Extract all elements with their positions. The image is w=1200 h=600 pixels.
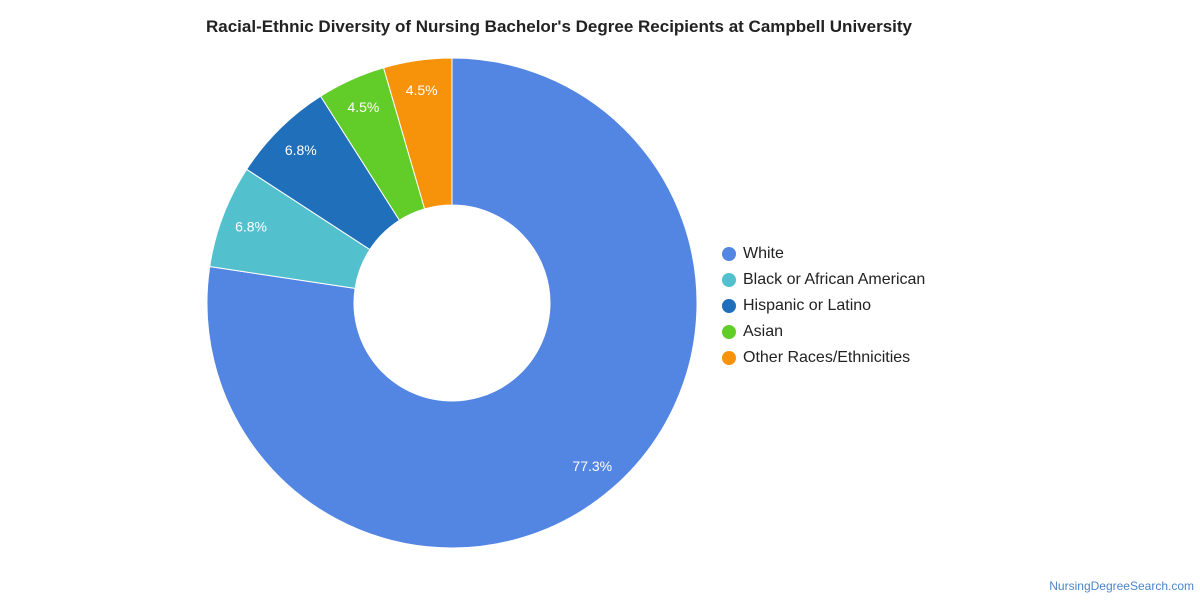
legend-swatch: [722, 273, 736, 287]
legend-label: Other Races/Ethnicities: [743, 349, 911, 366]
legend-swatch: [722, 351, 736, 365]
legend-swatch: [722, 299, 736, 313]
slice-label: 6.8%: [285, 142, 317, 158]
legend-item[interactable]: Black or African American: [722, 267, 925, 293]
slice-label: 77.3%: [572, 458, 612, 474]
legend-item[interactable]: Asian: [722, 319, 925, 345]
legend-item[interactable]: Hispanic or Latino: [722, 293, 925, 319]
legend-label: White: [743, 245, 784, 262]
legend-label: Asian: [743, 323, 784, 340]
legend-swatch: [722, 325, 736, 339]
slice-other-races-ethnicities[interactable]: [382, 57, 453, 210]
slice-label: 4.5%: [406, 82, 438, 98]
legend-label: Hispanic or Latino: [743, 297, 872, 314]
source-credit[interactable]: NursingDegreeSearch.com: [1049, 579, 1194, 593]
legend-swatch: [722, 247, 736, 261]
slice-white[interactable]: [206, 57, 698, 549]
slice-label: 4.5%: [347, 99, 379, 115]
chart-title: Racial-Ethnic Diversity of Nursing Bache…: [206, 17, 912, 36]
legend-item[interactable]: Other Races/Ethnicities: [722, 345, 925, 371]
chart-legend: White Black or African American Hispanic o…: [722, 241, 925, 371]
legend-item[interactable]: White: [722, 241, 925, 267]
legend-label: Black or African American: [743, 271, 926, 288]
slice-label: 6.8%: [235, 219, 267, 235]
